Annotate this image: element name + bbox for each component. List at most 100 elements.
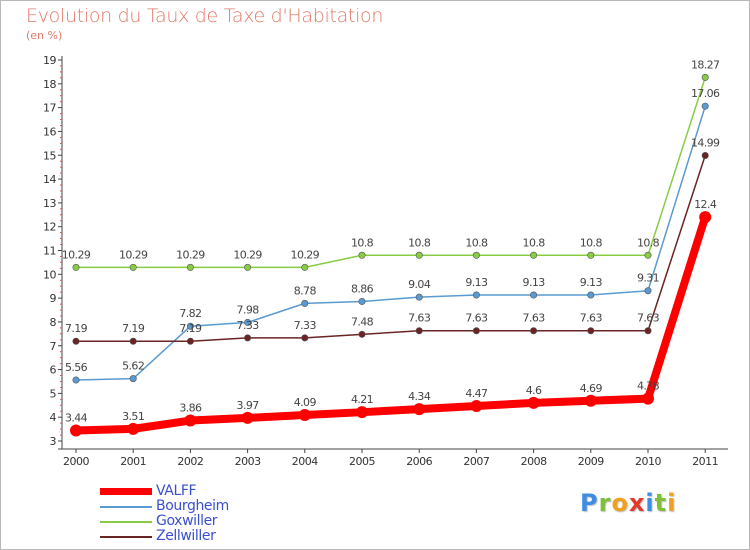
data-point [644,287,652,295]
series-line [75,154,706,342]
data-label: 17.06 [691,87,720,100]
data-point [701,73,709,81]
logo-letter: x [628,489,646,517]
data-label: 14.99 [691,136,720,149]
data-point [587,251,595,259]
series-line [75,76,706,269]
data-label: 7.19 [179,322,202,335]
data-label: 4.34 [408,390,431,403]
data-label: 10.29 [176,248,205,261]
legend-label: VALFF [156,483,197,499]
data-label: 10.29 [62,248,91,261]
data-point [186,337,194,345]
y-tick-label: 9 [50,292,57,305]
y-tick-label: 16 [43,125,56,138]
proxiti-logo: Proxiti [580,489,676,517]
data-point [527,396,540,409]
y-tick-label: 17 [43,102,56,115]
legend-label: Goxwiller [156,513,218,529]
data-point [415,251,423,259]
data-point [358,251,366,259]
data-label: 7.63 [408,312,431,325]
data-label: 3.86 [179,402,202,415]
data-point [584,394,597,407]
y-tick-label: 7 [50,340,57,353]
data-label: 7.33 [294,319,317,332]
data-point [70,424,82,437]
logo-letter: r [598,489,612,517]
legend-swatch [100,506,152,508]
data-label: 10.8 [523,236,546,249]
data-label: 9.13 [580,276,603,289]
data-point [298,409,311,422]
data-label: 4.6 [526,384,542,397]
data-point [701,151,709,159]
data-point [470,399,483,412]
legend-swatch [100,488,152,495]
legend-swatch [100,521,152,523]
x-tick-label: 2011 [692,455,718,468]
data-label: 10.8 [408,236,431,249]
y-tick-label: 15 [43,149,56,162]
data-point [186,322,194,330]
series-line [75,105,706,381]
y-tick-label: 5 [50,387,57,400]
x-tick-label: 2009 [578,455,604,468]
data-label: 4.09 [294,396,317,409]
data-point [72,376,80,384]
data-point [127,422,140,435]
data-label: 9.13 [523,276,546,289]
data-point [244,263,252,271]
data-label: 12.4 [694,198,717,211]
y-tick-label: 10 [43,268,56,281]
y-tick-label: 6 [50,364,57,377]
data-label: 3.51 [122,410,144,423]
data-point [358,330,366,338]
data-label: 7.63 [523,312,546,325]
data-point [642,392,654,405]
data-point [644,327,652,335]
data-point [301,334,309,342]
data-point [356,406,368,419]
data-point [587,327,595,335]
data-point [129,375,137,383]
y-tick-label: 3 [50,435,57,448]
data-label: 10.29 [119,248,148,261]
data-point [72,263,80,271]
y-tick-label: 14 [43,173,56,186]
logo-letter: o [611,489,629,517]
data-label: 8.86 [351,282,374,295]
x-tick-label: 2002 [177,455,203,468]
data-point [415,293,423,301]
x-tick-label: 2006 [406,455,432,468]
data-label: 7.82 [179,307,201,320]
data-point [129,263,137,271]
data-label: 4.78 [637,380,660,393]
data-point [244,334,252,342]
chart-title: Evolution du Taux de Taxe d'Habitation [26,5,384,27]
data-label: 7.98 [237,303,260,316]
data-point [184,414,197,427]
data-point [530,251,538,259]
data-label: 5.62 [122,360,144,373]
chart-subtitle: (en %) [26,29,63,42]
x-tick-label: 2000 [63,455,89,468]
logo-letter: i [667,489,677,517]
legend-label: Zellwiller [156,528,216,544]
data-label: 10.29 [291,248,320,261]
logo-letter: t [654,489,668,517]
x-tick-label: 2001 [120,455,146,468]
logo-letter: i [645,489,655,517]
data-label: 7.19 [65,322,88,335]
data-point [241,411,254,424]
data-point [472,291,480,299]
x-tick-label: 2003 [235,455,261,468]
y-tick-label: 11 [43,245,56,258]
y-tick-label: 8 [50,316,57,329]
data-point [699,211,712,224]
data-point [413,403,426,416]
data-label: 7.19 [122,322,145,335]
data-point [358,297,366,305]
data-label: 10.29 [233,248,262,261]
data-label: 10.8 [637,236,660,249]
